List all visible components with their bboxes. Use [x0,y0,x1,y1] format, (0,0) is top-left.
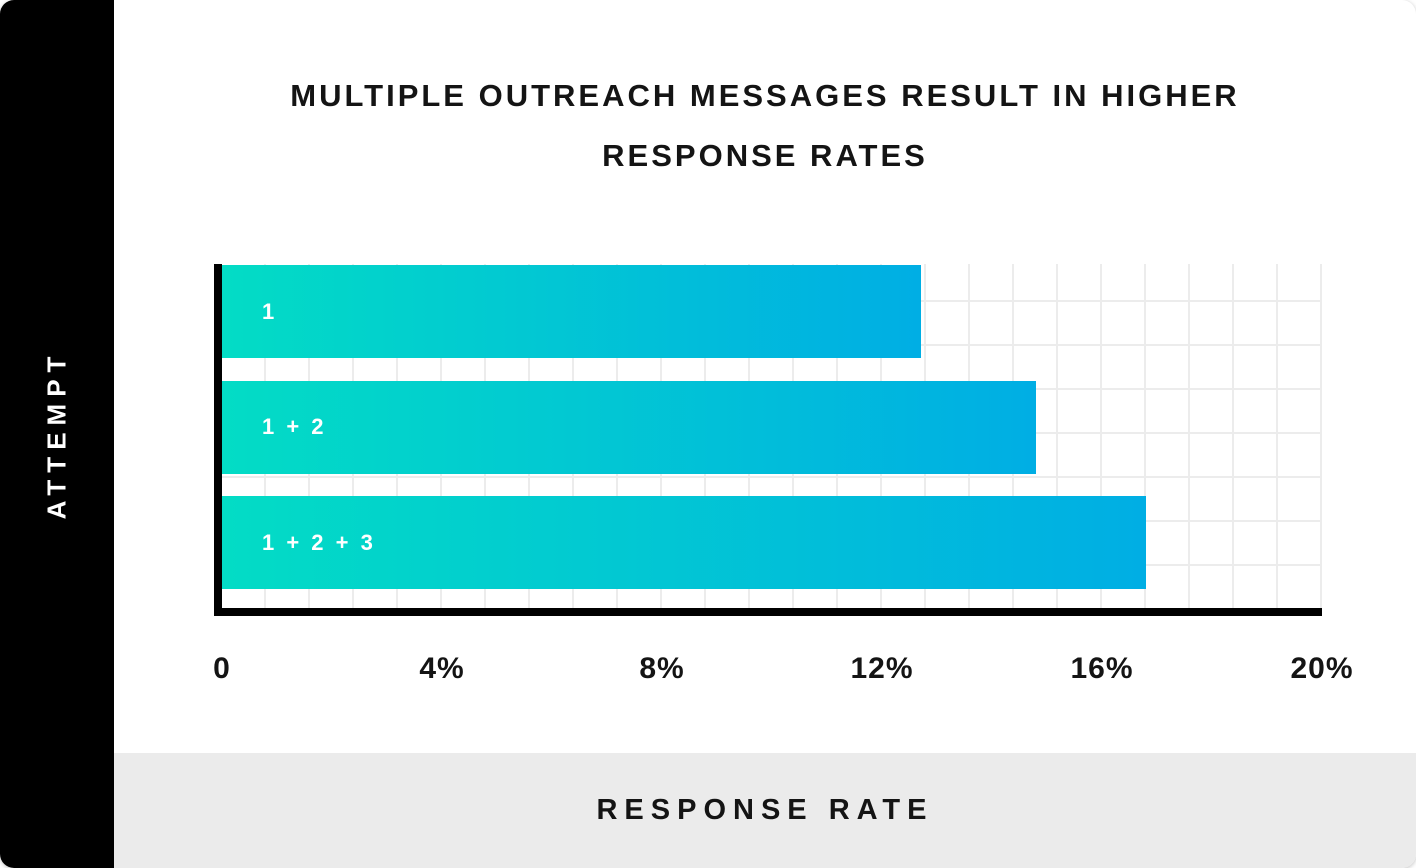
bar-category-label: 1 + 2 + 3 [262,529,376,555]
bar-attempt-2: 1 + 2 [222,380,1036,474]
y-axis-line [214,264,222,616]
x-axis-label: RESPONSE RATE [596,794,934,826]
bar-attempt-3: 1 + 2 + 3 [222,496,1146,589]
plot-area: 1 1 + 2 1 + 2 + 3 [222,264,1322,608]
x-axis-line [214,608,1322,616]
chart-title: MULTIPLE OUTREACH MESSAGES RESULT IN HIG… [114,66,1416,186]
x-tick-12: 12% [850,652,914,685]
x-tick-4: 4% [419,652,465,685]
y-axis-band: ATTEMPT [0,0,114,868]
y-axis-label: ATTEMPT [41,349,72,519]
bar-attempt-1: 1 [222,265,921,358]
bar-category-label: 1 + 2 [262,414,327,439]
x-tick-16: 16% [1070,652,1134,685]
chart-title-line-2: RESPONSE RATES [602,138,928,173]
bar-category-label: 1 [262,298,278,324]
x-tick-20: 20% [1290,652,1354,685]
x-tick-labels: 0 4% 8% 12% 16% 20% [213,652,1352,696]
chart-title-line-1: MULTIPLE OUTREACH MESSAGES RESULT IN HIG… [290,78,1240,113]
x-axis-band: RESPONSE RATE [114,753,1416,868]
x-tick-8: 8% [639,652,685,685]
x-tick-0: 0 [213,652,231,685]
